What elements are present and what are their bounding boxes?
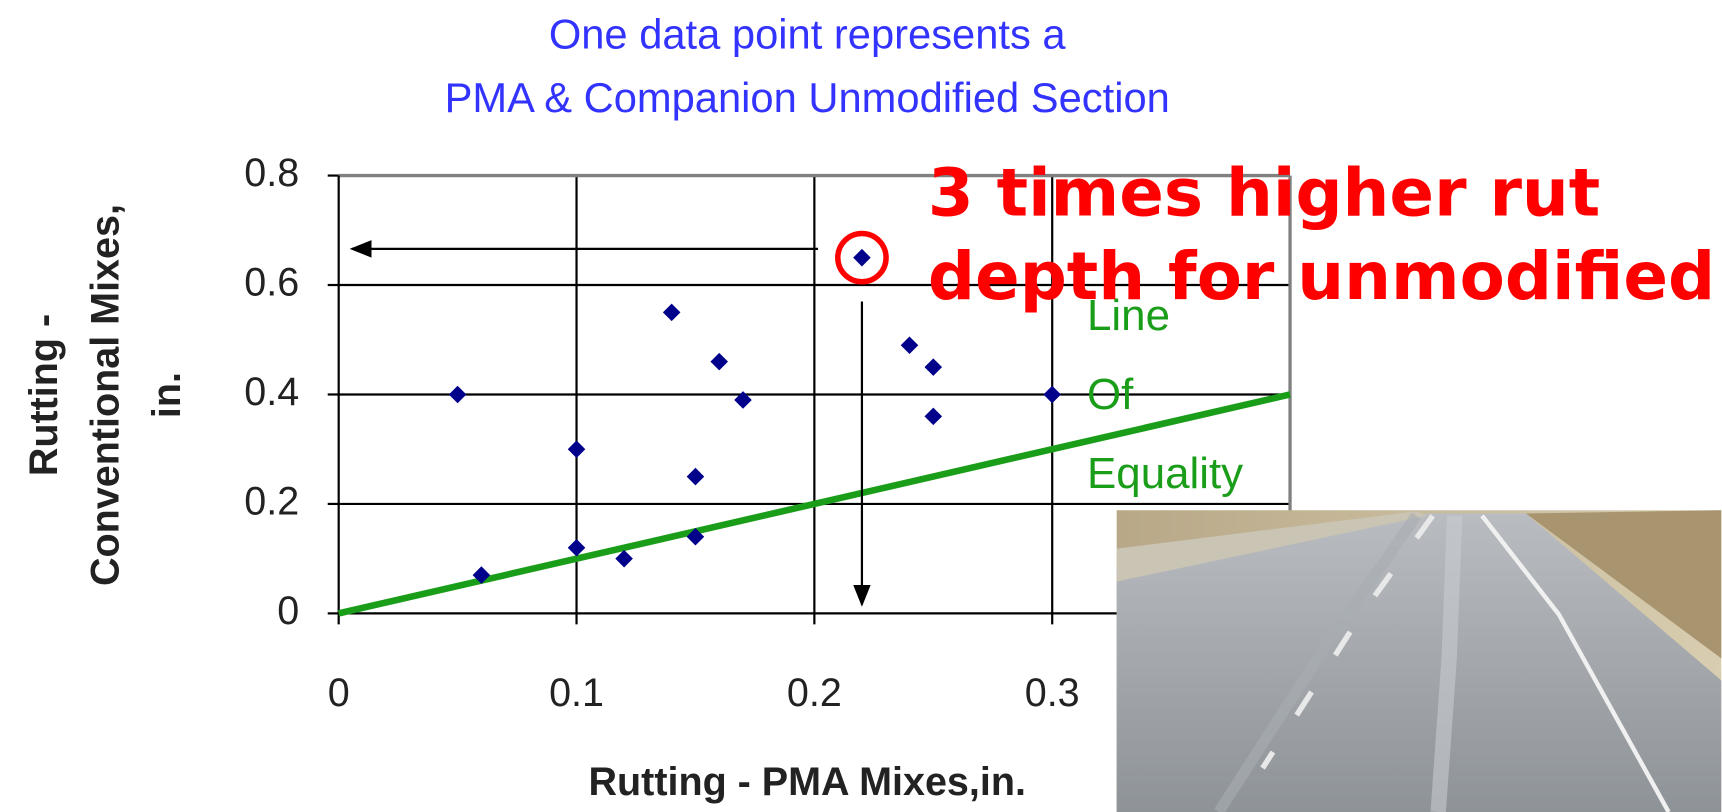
point	[901, 336, 919, 354]
y-tick-label: 0.2	[244, 479, 299, 523]
x-tick-label: 0.3	[1025, 671, 1080, 715]
x-tick-label: 0.1	[549, 671, 604, 715]
annotation: 3 times higher rut	[928, 155, 1600, 232]
y-axis-label: in.	[145, 372, 189, 418]
y-tick-label: 0.6	[244, 260, 299, 304]
x-tick-label: 0.2	[787, 671, 842, 715]
road-photo	[1117, 510, 1722, 812]
y-tick-label: 0.8	[244, 151, 299, 195]
page: {"chart_data": { "type": "scatter", "tit…	[0, 0, 1722, 812]
annotation: depth for unmodified	[928, 238, 1715, 315]
equality-label: Equality	[1087, 449, 1243, 498]
point	[1043, 386, 1061, 404]
point	[568, 440, 586, 458]
chart-title: One data point represents a	[549, 10, 1067, 57]
point	[615, 550, 633, 568]
point	[710, 353, 728, 371]
chart: One data point represents a PMA & Compani…	[0, 0, 1722, 812]
point	[568, 539, 586, 557]
point	[687, 468, 705, 486]
y-tick-label: 0	[277, 589, 299, 633]
point	[925, 408, 943, 426]
x-axis-label: Rutting - PMA Mixes,in.	[589, 760, 1026, 804]
y-tick-label: 0.4	[244, 370, 299, 414]
chart-title: PMA & Companion Unmodified Section	[445, 74, 1170, 121]
point	[449, 386, 467, 404]
equality-label: Of	[1087, 370, 1134, 419]
x-tick-label: 0	[328, 671, 350, 715]
y-axis-label: Conventional Mixes,	[84, 204, 128, 586]
y-axis-label: Rutting -	[22, 314, 66, 476]
point	[663, 304, 681, 322]
point	[853, 249, 871, 267]
point	[925, 358, 943, 376]
